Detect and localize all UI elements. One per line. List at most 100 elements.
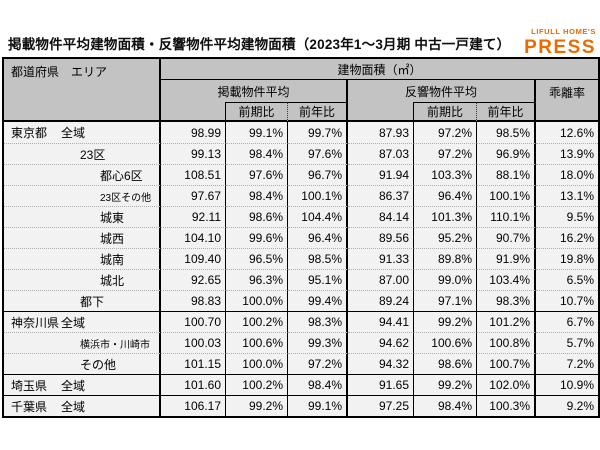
value-cell: 10.9%: [536, 374, 598, 395]
row-label: 23区: [4, 143, 161, 164]
value-cell: 101.15: [161, 353, 226, 374]
area-label: 城東: [100, 210, 125, 225]
value-cell: 12.6%: [559, 125, 594, 140]
row-label: 城西: [4, 227, 161, 248]
value-cell: 9.5%: [536, 206, 598, 227]
value-cell: 103.4%: [477, 269, 536, 290]
value-cell: 99.2%: [414, 311, 477, 332]
value-cell: 99.2%: [414, 374, 477, 395]
value-cell: 100.0%: [226, 353, 288, 374]
value-cell: 97.2%: [288, 353, 348, 374]
value-cell: 102.0%: [477, 374, 536, 395]
area-label: 城西: [100, 231, 125, 246]
value-cell: 98.3%: [477, 290, 536, 311]
area-label: 全域: [61, 315, 86, 330]
value-cell: 94.32: [348, 353, 414, 374]
area-label: 城北: [100, 273, 125, 288]
value-cell: 97.6%: [226, 164, 288, 185]
value-cell: 9.2%: [536, 395, 598, 416]
value-cell: 87.00: [348, 269, 414, 290]
header-inquiry-average: 反響物件平均: [348, 80, 536, 102]
value-cell: 100.0%: [226, 290, 288, 311]
value-cell: 98.5%: [477, 122, 536, 143]
value-cell: 13.9%: [536, 143, 598, 164]
value-cell: 96.5%: [226, 248, 288, 269]
value-cell: 98.4%: [414, 395, 477, 416]
value-cell: 100.6%: [414, 332, 477, 353]
value-cell: 96.4%: [414, 185, 477, 206]
row-label: 城北: [4, 269, 161, 290]
area-label: 全域: [61, 378, 86, 393]
area-label: 全域: [61, 399, 86, 414]
value-cell: 97.2%: [414, 122, 477, 143]
value-cell: 100.2%: [226, 374, 288, 395]
value-cell: 98.99: [161, 122, 226, 143]
value-cell: 100.03: [161, 332, 226, 353]
value-cell: 96.7%: [288, 164, 348, 185]
logo-press-text: PRESS: [524, 36, 596, 58]
value-cell: 84.14: [348, 206, 414, 227]
area-label: 城南: [100, 252, 125, 267]
value-cell: 98.3%: [288, 311, 348, 332]
value-cell: 94.41: [348, 311, 414, 332]
value-cell: 108.51: [161, 164, 226, 185]
value-cell: 99.13: [161, 143, 226, 164]
page-title: 掲載物件平均建物面積・反響物件平均建物面積（2023年1〜3月期 中古一戸建て）: [8, 37, 511, 52]
value-cell: 94.62: [348, 332, 414, 353]
value-cell: 99.7%: [288, 122, 348, 143]
value-cell: 89.8%: [414, 248, 477, 269]
prefecture-label: 埼玉県: [11, 378, 48, 393]
value-cell: 100.7%: [477, 353, 536, 374]
area-label: 全域: [61, 126, 86, 140]
row-label: 埼玉県 全域: [4, 374, 161, 395]
value-cell: 100.2%: [226, 311, 288, 332]
value-cell: 6.7%: [536, 311, 598, 332]
prefecture-label: 神奈川県: [11, 315, 60, 330]
value-cell: 98.4%: [226, 185, 288, 206]
value-cell: 92.65: [161, 269, 226, 290]
value-cell: 89.56: [348, 227, 414, 248]
value-cell: 106.17: [161, 395, 226, 416]
value-cell: 18.0%: [536, 164, 598, 185]
row-label: 城南: [4, 248, 161, 269]
value-cell: 86.37: [348, 185, 414, 206]
value-cell: 92.11: [161, 206, 226, 227]
value-cell: 100.1%: [477, 185, 536, 206]
value-cell: 101.2%: [477, 311, 536, 332]
header-blank-inquiry-value: [348, 102, 414, 122]
value-cell: 100.3%: [477, 395, 536, 416]
value-cell: 98.4%: [226, 143, 288, 164]
logo-brand-text: LIFULL HOME'S: [531, 27, 596, 36]
value-cell: 100.1%: [288, 185, 348, 206]
value-cell: 16.2%: [536, 227, 598, 248]
header-prefecture-area: 都道府県 エリア: [4, 59, 161, 122]
value-cell: 104.10: [161, 227, 226, 248]
value-cell: 104.4%: [288, 206, 348, 227]
value-cell: 109.40: [161, 248, 226, 269]
value-cell: 96.3%: [226, 269, 288, 290]
header-listed-average: 掲載物件平均: [161, 80, 348, 102]
value-cell: 91.65: [348, 374, 414, 395]
value-cell: 99.6%: [226, 227, 288, 248]
value-cell: 95.1%: [288, 269, 348, 290]
header-listed-prev-year: 前年比: [288, 102, 348, 122]
value-cell: 5.7%: [536, 332, 598, 353]
header-inquiry-prev-year: 前年比: [477, 102, 536, 122]
value-cell: 91.9%: [477, 248, 536, 269]
row-label: 横浜市・川崎市: [4, 332, 161, 353]
area-statistics-table: 都道府県 エリア 建物面積（㎡） 掲載物件平均 反響物件平均 乖離率 前期比 前…: [2, 57, 600, 418]
header-inquiry-prev-period: 前期比: [414, 102, 477, 122]
value-cell: 99.4%: [288, 290, 348, 311]
row-label: その他: [4, 353, 161, 374]
value-cell: 100.8%: [477, 332, 536, 353]
row-label: 城東: [4, 206, 161, 227]
row-label: 神奈川県 全域: [4, 311, 161, 332]
value-cell: 19.8%: [536, 248, 598, 269]
prefecture-label: 東京都: [11, 126, 48, 140]
value-cell: 98.83: [161, 290, 226, 311]
value-cell: 96.4%: [288, 227, 348, 248]
value-cell: 10.7%: [536, 290, 598, 311]
value-cell: 90.7%: [477, 227, 536, 248]
row-label: 都心6区: [4, 164, 161, 185]
value-cell: 99.1%: [288, 395, 348, 416]
